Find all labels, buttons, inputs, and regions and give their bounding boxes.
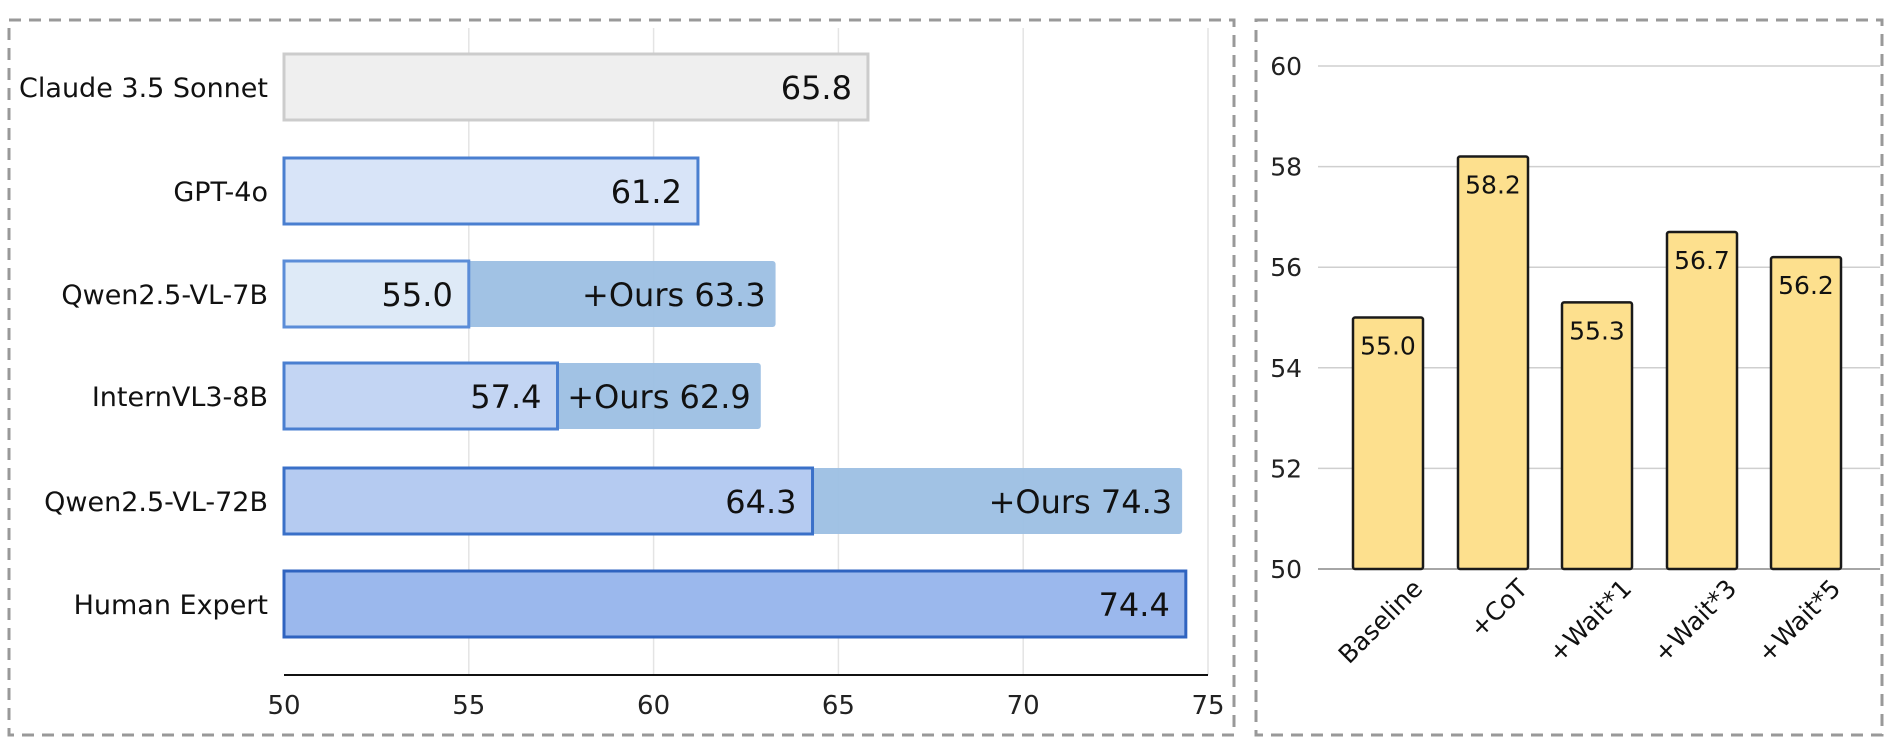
y-tick-label: 60 — [1270, 52, 1302, 81]
base-value-label: 64.3 — [725, 483, 796, 521]
ours-value-label: +Ours 62.9 — [567, 378, 751, 416]
right-chart-panel: 50 52 54 56 58 60 55.0 Baseline 58.2 +CoT 55.3 +Wai… — [1254, 18, 1884, 737]
category-label: Qwen2.5-VL-72B — [44, 487, 268, 518]
category-label: GPT-4o — [173, 177, 268, 208]
y-tick-label: 58 — [1270, 153, 1302, 182]
right-panel-border — [1254, 18, 1884, 737]
base-bar — [282, 259, 471, 329]
category-label: Claude 3.5 Sonnet — [19, 73, 268, 104]
x-category-label: Baseline — [1333, 574, 1428, 669]
y-tick-label: 56 — [1270, 253, 1302, 282]
y-tick-label: 54 — [1270, 354, 1302, 383]
bar-value-label: 55.3 — [1569, 316, 1625, 345]
left-panel-border — [7, 18, 1236, 737]
base-bar — [282, 156, 700, 226]
bar — [1351, 316, 1425, 571]
base-value-label: 74.4 — [1099, 586, 1170, 624]
bar-value-label: 58.2 — [1465, 171, 1521, 200]
ours-value-label: +Ours 63.3 — [582, 276, 766, 314]
category-label: InternVL3-8B — [92, 382, 268, 413]
bar — [1769, 255, 1843, 571]
bar — [1665, 230, 1739, 571]
category-label: Qwen2.5-VL-7B — [61, 280, 268, 311]
base-value-label: 65.8 — [781, 69, 852, 107]
base-bar — [282, 569, 1188, 639]
x-category-label: +Wait*3 — [1648, 574, 1742, 668]
y-tick-label: 50 — [1270, 555, 1302, 584]
base-bar — [282, 52, 870, 122]
x-category-label: +Wait*1 — [1543, 574, 1637, 668]
ours-value-label: +Ours 74.3 — [989, 483, 1173, 521]
x-tick-label: 50 — [267, 691, 300, 721]
base-value-label: 61.2 — [611, 173, 682, 211]
bar — [1560, 301, 1634, 571]
base-bar — [282, 466, 815, 536]
y-tick-label: 52 — [1270, 454, 1302, 483]
bar-value-label: 56.2 — [1778, 271, 1834, 300]
x-tick-label: 75 — [1191, 691, 1224, 721]
bar-value-label: 55.0 — [1360, 332, 1416, 361]
base-value-label: 55.0 — [382, 276, 453, 314]
x-tick-label: 65 — [822, 691, 855, 721]
x-tick-label: 70 — [1007, 691, 1040, 721]
x-category-label: +CoT — [1464, 573, 1534, 643]
bar-value-label: 56.7 — [1674, 246, 1730, 275]
x-tick-label: 60 — [637, 691, 670, 721]
left-chart-panel: 50 55 60 65 70 75 65.8 Claude 3.5 Sonnet 61.2 GPT… — [7, 18, 1236, 737]
bar — [1456, 155, 1530, 571]
base-value-label: 57.4 — [470, 378, 541, 416]
x-category-label: +Wait*5 — [1752, 574, 1846, 668]
category-label: Human Expert — [74, 590, 268, 621]
base-bar — [282, 361, 560, 431]
x-tick-label: 55 — [452, 691, 485, 721]
